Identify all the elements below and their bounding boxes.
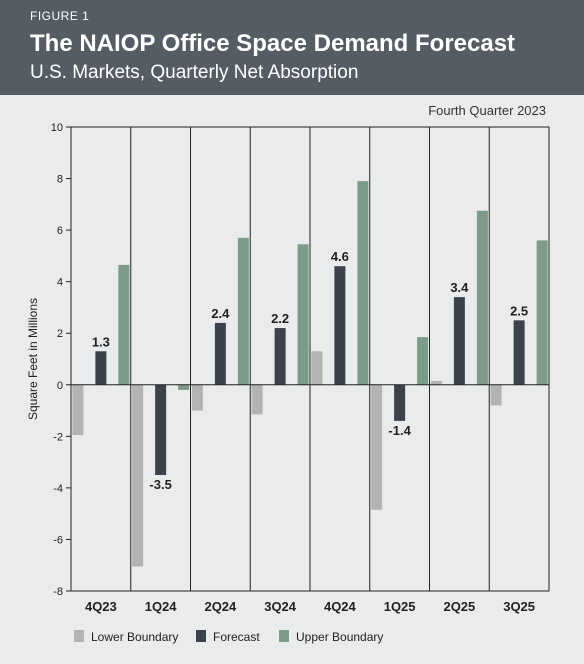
- bar-lower-boundary: [191, 384, 203, 411]
- chart-subtitle: U.S. Markets, Quarterly Net Absorption: [30, 62, 359, 83]
- x-tick-label: 1Q24: [145, 599, 178, 614]
- y-tick-label: 10: [51, 122, 63, 134]
- data-label: -1.4: [388, 423, 411, 438]
- y-tick-label: -2: [53, 431, 63, 443]
- bar-forecast: [513, 320, 525, 385]
- bar-forecast: [334, 266, 346, 385]
- data-label: 2.4: [211, 306, 230, 321]
- bar-forecast: [95, 351, 107, 385]
- y-tick-label: 2: [57, 328, 63, 340]
- x-tick-label: 4Q23: [85, 599, 117, 614]
- chart-title: The NAIOP Office Space Demand Forecast: [30, 30, 516, 57]
- legend-swatch: [196, 630, 206, 642]
- y-tick-label: 4: [57, 277, 63, 289]
- y-tick-label: 8: [57, 174, 63, 186]
- bar-lower-boundary: [251, 384, 263, 415]
- data-label: 4.6: [331, 249, 349, 264]
- legend-label: Lower Boundary: [91, 630, 178, 644]
- bar-lower-boundary: [490, 384, 502, 406]
- y-tick-label: 0: [57, 380, 63, 392]
- legend-swatch: [279, 630, 289, 642]
- data-label: 2.2: [271, 311, 289, 326]
- y-tick-label: -8: [53, 586, 63, 598]
- figure-header: FIGURE 1 The NAIOP Office Space Demand F…: [0, 0, 584, 95]
- bar-forecast: [453, 297, 465, 385]
- bar-upper-boundary: [118, 264, 130, 385]
- legend-label: Upper Boundary: [296, 630, 383, 644]
- y-tick-label: -4: [53, 483, 63, 495]
- bar-upper-boundary: [237, 237, 249, 385]
- data-label: 2.5: [510, 303, 528, 318]
- bar-upper-boundary: [417, 337, 429, 385]
- data-label: -3.5: [149, 477, 171, 492]
- bar-lower-boundary: [72, 384, 84, 436]
- bar-lower-boundary: [430, 380, 442, 385]
- bar-forecast: [155, 384, 167, 475]
- y-tick-label: -6: [53, 534, 63, 546]
- y-axis-label: Square Feet in Millions: [26, 298, 40, 420]
- bar-upper-boundary: [297, 244, 309, 385]
- bar-upper-boundary: [357, 181, 369, 385]
- bar-upper-boundary: [178, 384, 190, 390]
- legend-swatch: [74, 630, 84, 642]
- bar-lower-boundary: [311, 351, 323, 385]
- data-label: 3.4: [450, 280, 469, 295]
- bar-upper-boundary: [476, 210, 488, 385]
- x-tick-label: 4Q24: [324, 599, 357, 614]
- x-tick-label: 3Q25: [503, 599, 535, 614]
- bar-lower-boundary: [371, 384, 383, 510]
- x-tick-label: 3Q24: [264, 599, 297, 614]
- x-tick-label: 2Q24: [204, 599, 237, 614]
- bar-upper-boundary: [536, 240, 548, 385]
- data-label: 1.3: [92, 334, 110, 349]
- bar-forecast: [274, 328, 286, 385]
- x-tick-label: 1Q25: [384, 599, 416, 614]
- quarter-note: Fourth Quarter 2023: [428, 103, 546, 118]
- bar-lower-boundary: [132, 384, 144, 567]
- figure-label: FIGURE 1: [30, 9, 90, 23]
- legend-label: Forecast: [213, 630, 260, 644]
- y-tick-label: 6: [57, 225, 63, 237]
- bar-forecast: [214, 322, 226, 385]
- x-tick-label: 2Q25: [443, 599, 475, 614]
- bar-forecast: [394, 384, 406, 421]
